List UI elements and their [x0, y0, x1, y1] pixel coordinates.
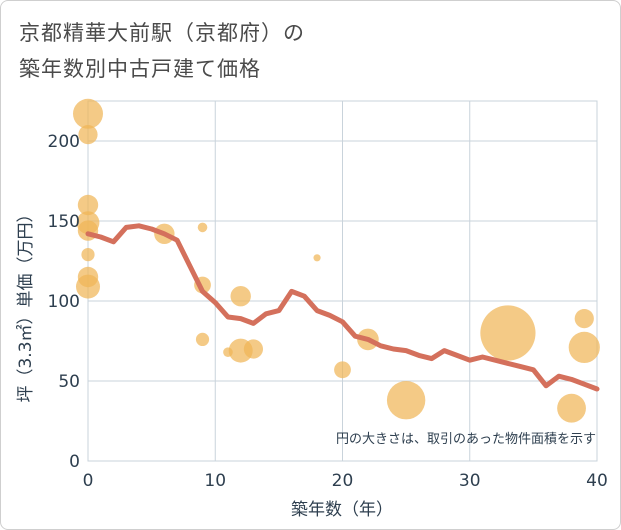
x-tick-label: 30: [459, 471, 481, 491]
tick-labels: 0 10 20 30 40 0 50 100 150 200: [48, 132, 608, 491]
x-tick-label: 10: [204, 471, 226, 491]
data-point: [557, 393, 586, 423]
chart-title: 京都精華大前駅（京都府）の 築年数別中古戸建て価格: [19, 15, 305, 87]
data-point: [243, 339, 264, 359]
y-tick-label: 0: [69, 452, 80, 472]
x-tick-label: 40: [586, 471, 608, 491]
data-point: [334, 361, 351, 379]
grid-lines: [87, 100, 598, 462]
data-point: [195, 332, 210, 346]
data-point: [568, 331, 600, 363]
trend-line: [85, 223, 600, 392]
data-point: [73, 98, 103, 129]
data-point: [197, 222, 208, 233]
data-point: [574, 309, 594, 329]
chart-title-line2: 築年数別中古戸建て価格: [19, 57, 261, 81]
x-axis-label: 築年数（年）: [291, 500, 393, 520]
data-point: [77, 194, 99, 216]
y-tick-label: 100: [48, 292, 80, 312]
size-note: 円の大きさは、取引のあった物件面積を示す: [336, 432, 596, 447]
y-tick-label: 50: [58, 372, 80, 392]
data-point: [480, 305, 536, 361]
chart-title-line1: 京都精華大前駅（京都府）の: [19, 21, 305, 45]
y-tick-label: 150: [48, 212, 80, 232]
data-point: [386, 381, 426, 420]
x-tick-label: 20: [332, 471, 354, 491]
data-point: [78, 125, 98, 145]
data-point: [230, 286, 251, 307]
data-point: [81, 248, 95, 262]
y-axis-label: 坪（3.3㎡）単価（万円）: [16, 205, 36, 402]
y-tick-label: 200: [48, 132, 80, 152]
x-tick-label: 0: [83, 471, 94, 491]
data-point: [76, 274, 100, 299]
data-point: [313, 254, 321, 262]
bubble-series: [73, 98, 600, 423]
